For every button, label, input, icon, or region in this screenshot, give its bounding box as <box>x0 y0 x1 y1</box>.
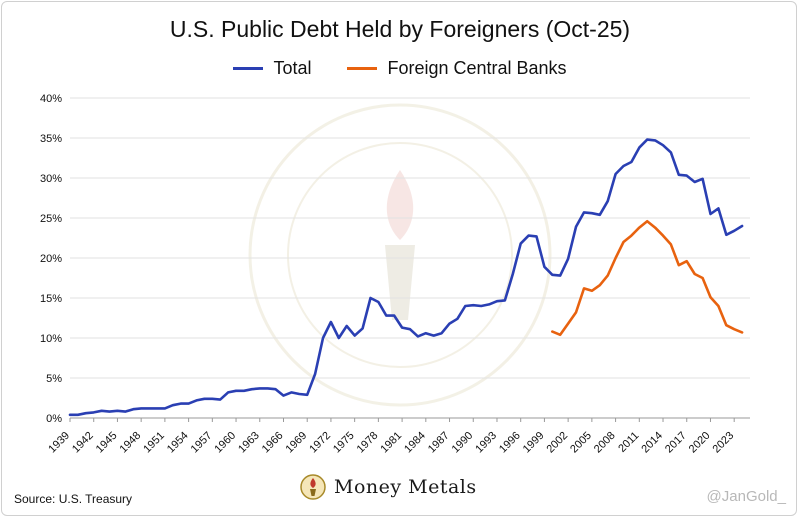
x-tick-label: 1957 <box>189 430 215 456</box>
x-axis: 1939194219451948195119541957196019631966… <box>46 418 736 455</box>
y-tick-label: 15% <box>40 293 62 305</box>
legend-label-central-banks: Foreign Central Banks <box>387 58 567 78</box>
legend-swatch-central-banks <box>347 67 378 70</box>
series-line-total <box>68 138 744 417</box>
x-tick-label: 1999 <box>521 430 547 456</box>
x-tick-label: 2014 <box>639 430 665 456</box>
x-tick-label: 1942 <box>70 430 96 456</box>
x-tick-label: 1972 <box>307 430 333 456</box>
x-tick-label: 2023 <box>711 430 737 456</box>
x-tick-label: 1978 <box>355 430 381 456</box>
series-lines <box>68 138 744 417</box>
y-tick-label: 10% <box>40 333 62 345</box>
x-tick-label: 2002 <box>544 430 570 456</box>
legend-label-total: Total <box>273 58 312 78</box>
legend: Total Foreign Central Banks <box>0 58 800 79</box>
y-axis: 0% 5% 10% 15% 20% 25% 30% 35% 40% <box>40 93 62 425</box>
watermark-ring-outer <box>248 103 552 407</box>
y-tick-label: 5% <box>46 373 62 385</box>
x-tick-label: 1975 <box>331 430 357 456</box>
y-tick-label: 0% <box>46 413 62 425</box>
legend-item-central-banks: Foreign Central Banks <box>347 58 567 79</box>
x-tick-label: 1951 <box>141 430 167 456</box>
watermark-ring-inner <box>287 142 513 368</box>
x-tick-label: 1996 <box>497 430 523 456</box>
x-tick-label: 1969 <box>284 430 310 456</box>
x-tick-label: 1987 <box>426 430 452 456</box>
source-note: Source: U.S. Treasury <box>14 492 133 506</box>
brand-name: Money Metals <box>334 476 477 498</box>
x-tick-label: 1963 <box>236 430 262 456</box>
y-tick-label: 40% <box>40 93 62 105</box>
x-tick-label: 2008 <box>592 430 618 456</box>
legend-swatch-total <box>233 67 264 70</box>
y-tick-label: 30% <box>40 173 62 185</box>
x-tick-label: 1954 <box>165 430 191 456</box>
x-tick-label: 1939 <box>46 430 72 456</box>
author-handle: @JanGold_ <box>706 488 786 505</box>
x-tick-label: 1948 <box>117 430 143 456</box>
grid-lines <box>70 97 750 419</box>
x-tick-label: 2011 <box>616 430 641 455</box>
y-tick-label: 35% <box>40 133 62 145</box>
x-tick-label: 1990 <box>450 430 476 456</box>
watermark-flame-icon <box>386 170 414 240</box>
series-line-central-banks <box>550 219 744 337</box>
x-tick-label: 1981 <box>378 430 404 456</box>
x-tick-label: 2005 <box>568 430 594 456</box>
y-tick-label: 20% <box>40 253 62 265</box>
brand-torch-icon <box>300 474 326 500</box>
legend-item-total: Total <box>233 58 311 79</box>
x-tick-label: 2020 <box>687 430 713 456</box>
brand-logo: Money Metals <box>300 474 477 500</box>
x-tick-label: 1984 <box>402 430 428 456</box>
x-tick-label: 1993 <box>473 430 499 456</box>
x-tick-label: 1945 <box>94 430 120 456</box>
watermark-torch-icon <box>385 245 415 320</box>
chart-title: U.S. Public Debt Held by Foreigners (Oct… <box>169 16 631 42</box>
x-tick-label: 2017 <box>663 430 689 456</box>
x-tick-label: 1960 <box>212 430 238 456</box>
y-tick-label: 25% <box>40 213 62 225</box>
watermark-seal <box>248 103 552 407</box>
x-tick-label: 1966 <box>260 430 286 456</box>
